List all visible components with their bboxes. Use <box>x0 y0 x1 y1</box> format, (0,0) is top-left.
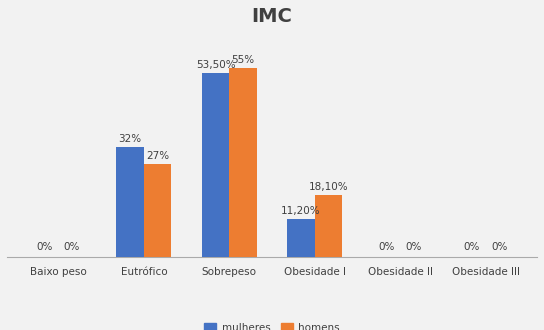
Bar <box>202 73 229 257</box>
Text: 0%: 0% <box>463 242 480 252</box>
Text: 0%: 0% <box>64 242 81 252</box>
Text: 0%: 0% <box>406 242 422 252</box>
Bar <box>144 164 171 257</box>
Text: 0%: 0% <box>491 242 508 252</box>
Bar <box>315 195 342 257</box>
Text: 18,10%: 18,10% <box>308 182 348 192</box>
Text: 0%: 0% <box>378 242 395 252</box>
Title: IMC: IMC <box>251 7 293 26</box>
Text: 0%: 0% <box>36 242 53 252</box>
Text: 55%: 55% <box>231 55 255 65</box>
Text: 27%: 27% <box>146 151 169 161</box>
Legend: mulheres, homens: mulheres, homens <box>200 319 344 330</box>
Text: 53,50%: 53,50% <box>196 60 236 70</box>
Text: 32%: 32% <box>119 134 142 144</box>
Text: 11,20%: 11,20% <box>281 206 321 216</box>
Bar <box>287 219 315 257</box>
Bar <box>229 68 257 257</box>
Bar <box>116 147 144 257</box>
